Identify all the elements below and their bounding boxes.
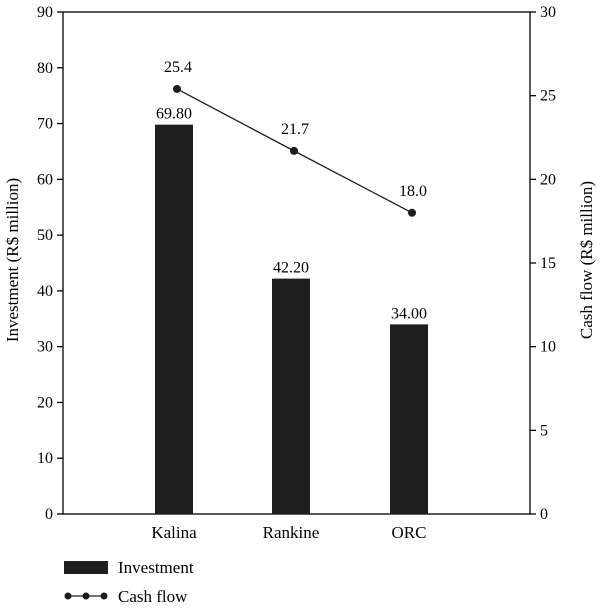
legend-swatch-investment [64,561,108,574]
y-axis-left: 0 10 20 30 40 50 60 70 80 90 [37,4,63,523]
y-left-tick-label: 0 [45,506,53,523]
bar-series: 69.80 42.20 34.00 [155,106,428,514]
bar [155,124,193,514]
line-point [173,84,181,93]
line-series: 25.4 21.7 18.0 [164,59,427,217]
line-value-label: 25.4 [164,59,192,76]
x-category-label: Rankine [263,523,320,542]
x-axis: Kalina Rankine ORC [151,523,426,542]
legend-marker-cashflow [82,592,90,600]
x-category-label: Kalina [151,523,197,542]
y-left-tick-label: 30 [37,339,53,356]
y-left-tick-label: 70 [37,116,53,133]
y-right-tick-label: 20 [540,171,556,188]
y-left-tick-label: 60 [37,171,53,188]
y-left-tick-label: 20 [37,394,53,411]
y-right-tick-label: 30 [540,4,556,21]
bar-value-label: 69.80 [156,106,192,123]
line-value-label: 18.0 [399,183,427,200]
line-point [408,208,416,217]
legend-label-cashflow: Cash flow [118,587,188,606]
y-axis-left-title: Investment (R$ million) [3,178,22,342]
line-value-label: 21.7 [281,121,309,138]
bar-value-label: 42.20 [273,260,309,277]
bar-value-label: 34.00 [391,305,427,322]
y-left-tick-label: 10 [37,450,53,467]
legend-marker-cashflow [100,592,108,600]
legend-label-investment: Investment [118,558,194,577]
y-right-tick-label: 25 [540,88,556,105]
legend: Investment Cash flow [64,558,194,606]
y-left-tick-label: 90 [37,4,53,21]
y-right-tick-label: 15 [540,255,556,272]
legend-marker-cashflow [64,592,72,600]
y-left-tick-label: 40 [37,283,53,300]
y-left-tick-label: 80 [37,60,53,77]
y-right-tick-label: 0 [540,506,548,523]
line-point [290,146,298,155]
x-category-label: ORC [392,523,427,542]
y-axis-right-title: Cash flow (R$ million) [577,181,596,339]
bar [272,278,310,514]
y-left-tick-label: 50 [37,227,53,244]
y-right-tick-label: 10 [540,339,556,356]
y-axis-right: 0 5 10 15 20 25 30 [530,4,556,523]
bar [390,324,428,514]
y-right-tick-label: 5 [540,422,548,439]
